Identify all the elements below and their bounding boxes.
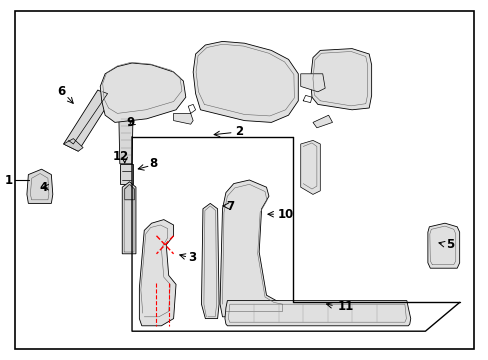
Text: 8: 8 [149,157,157,170]
Text: 9: 9 [126,116,134,129]
Text: 2: 2 [235,125,243,138]
Polygon shape [100,63,185,122]
Polygon shape [63,90,112,151]
Text: 3: 3 [188,251,196,264]
Polygon shape [201,203,219,319]
Polygon shape [300,140,320,194]
Polygon shape [120,164,133,184]
Polygon shape [173,113,193,124]
Text: 4: 4 [39,181,47,194]
Polygon shape [427,223,459,268]
Polygon shape [15,11,473,349]
Text: 7: 7 [225,201,234,213]
Polygon shape [119,110,133,164]
Polygon shape [312,115,332,128]
Text: 11: 11 [337,300,353,313]
Polygon shape [27,169,53,203]
Text: 6: 6 [57,85,65,98]
Polygon shape [193,41,298,122]
Polygon shape [63,139,83,151]
Text: 1: 1 [5,174,13,186]
Polygon shape [122,182,136,254]
Polygon shape [224,301,410,326]
Polygon shape [124,184,134,200]
Polygon shape [310,49,371,110]
Text: 10: 10 [277,208,293,221]
Polygon shape [300,74,325,92]
Polygon shape [139,220,176,326]
Text: 12: 12 [113,150,129,163]
Text: 5: 5 [445,238,453,251]
Polygon shape [220,180,285,317]
